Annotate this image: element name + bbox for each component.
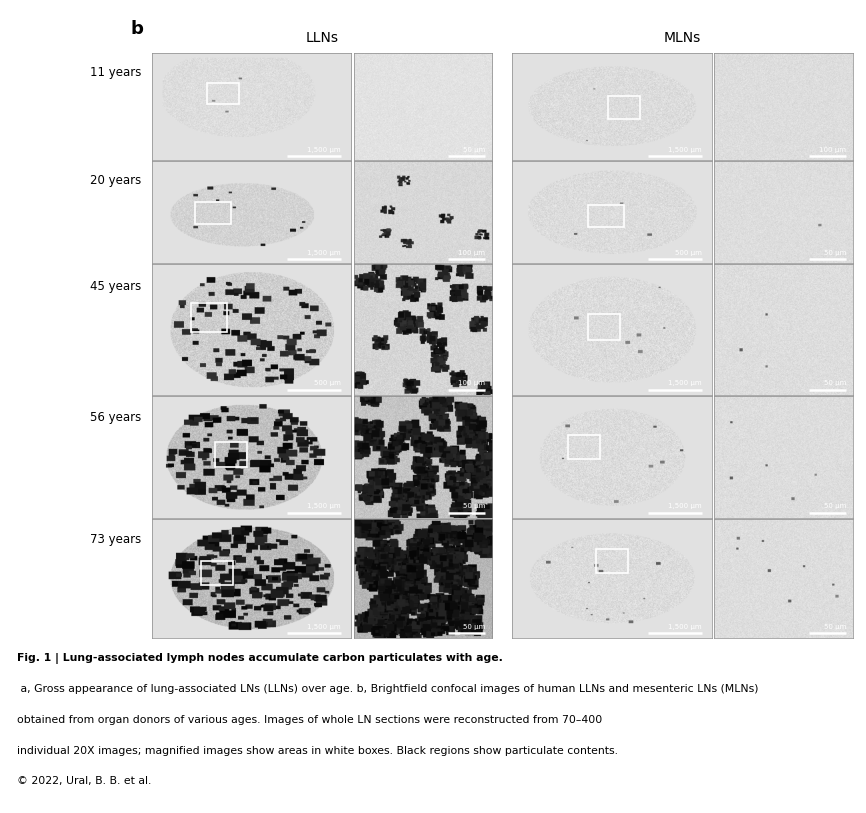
Text: obtained from organ donors of various ages. Images of whole LN sections were rec: obtained from organ donors of various ag…	[17, 715, 603, 724]
Text: 50 μm: 50 μm	[462, 147, 485, 153]
Text: 50 μm: 50 μm	[824, 624, 846, 630]
Text: 1,500 μm: 1,500 μm	[307, 624, 341, 630]
Text: 20 years: 20 years	[90, 174, 141, 187]
Bar	[568, 435, 600, 459]
Text: 500 μm: 500 μm	[675, 250, 701, 256]
Bar	[196, 202, 231, 224]
Bar	[191, 303, 227, 333]
Text: b: b	[130, 20, 143, 38]
Bar	[202, 561, 233, 585]
Text: 50 μm: 50 μm	[824, 250, 846, 256]
Text: 50 μm: 50 μm	[462, 503, 485, 510]
Text: 45 years: 45 years	[90, 280, 141, 293]
Text: 50 μm: 50 μm	[462, 624, 485, 630]
Text: 11 years: 11 years	[90, 66, 141, 79]
Text: Fig. 1 | Lung-associated lymph nodes accumulate carbon particulates with age.: Fig. 1 | Lung-associated lymph nodes acc…	[17, 653, 503, 664]
Text: 73 years: 73 years	[90, 533, 141, 546]
Bar	[216, 442, 247, 467]
Text: LLNs: LLNs	[306, 31, 339, 45]
Text: © 2022, Ural, B. B. et al.: © 2022, Ural, B. B. et al.	[17, 776, 152, 786]
Text: 100 μm: 100 μm	[458, 380, 485, 385]
Text: 50 μm: 50 μm	[824, 503, 846, 510]
Bar	[588, 205, 624, 228]
Text: 1,500 μm: 1,500 μm	[669, 503, 701, 510]
Text: 500 μm: 500 μm	[314, 380, 341, 385]
Bar	[588, 314, 620, 340]
Text: MLNs: MLNs	[664, 31, 701, 45]
Text: 1,500 μm: 1,500 μm	[669, 380, 701, 385]
Text: 1,500 μm: 1,500 μm	[307, 503, 341, 510]
Text: a, Gross appearance of lung-associated LNs (LLNs) over age. b, Brightfield confo: a, Gross appearance of lung-associated L…	[17, 684, 759, 693]
Text: 1,500 μm: 1,500 μm	[669, 147, 701, 153]
Text: 50 μm: 50 μm	[824, 380, 846, 385]
Text: 1,500 μm: 1,500 μm	[307, 147, 341, 153]
Text: individual 20X images; magnified images show areas in white boxes. Black regions: individual 20X images; magnified images …	[17, 746, 618, 755]
Text: 1,500 μm: 1,500 μm	[307, 250, 341, 256]
Text: 1,500 μm: 1,500 μm	[669, 624, 701, 630]
Bar	[596, 549, 628, 572]
Text: 100 μm: 100 μm	[819, 147, 846, 153]
Bar	[207, 83, 239, 104]
Text: 100 μm: 100 μm	[458, 250, 485, 256]
Text: 56 years: 56 years	[90, 411, 141, 424]
Bar	[608, 96, 640, 120]
